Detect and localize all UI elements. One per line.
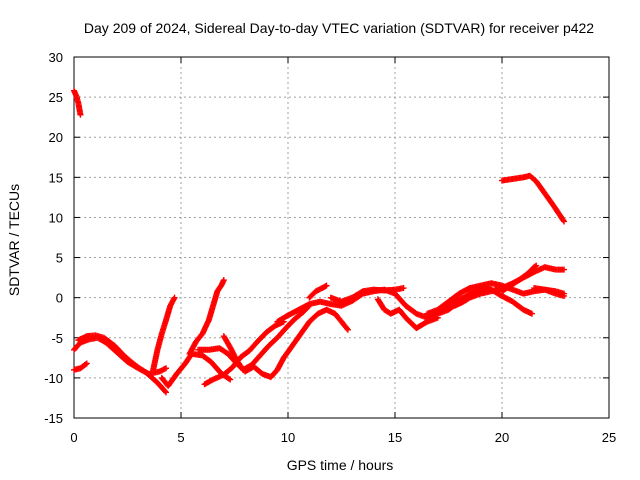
x-tick-label: 5 — [177, 430, 184, 445]
y-tick-label: -5 — [51, 331, 63, 346]
data-point — [532, 263, 539, 270]
data-point — [171, 294, 178, 301]
data-point — [227, 376, 234, 383]
series-12 — [306, 282, 330, 301]
y-tick-label: 0 — [56, 291, 63, 306]
data-point — [323, 282, 330, 289]
x-tick-label: 20 — [495, 430, 509, 445]
series-4 — [75, 332, 170, 396]
x-tick-label: 0 — [70, 430, 77, 445]
y-tick-label: -10 — [44, 371, 63, 386]
data-point — [220, 277, 227, 284]
y-tick-label: 25 — [49, 90, 63, 105]
plot-frame — [73, 56, 610, 419]
series-13 — [327, 285, 407, 305]
data-point — [561, 293, 568, 300]
series-5 — [150, 294, 178, 373]
series-18 — [499, 262, 540, 295]
series-6 — [158, 350, 234, 389]
data-marks — [71, 87, 568, 396]
y-axis-label: SDTVAR / TECUs — [6, 184, 22, 296]
data-point — [344, 325, 351, 332]
data-point — [163, 365, 170, 372]
data-point — [560, 217, 567, 224]
data-point — [434, 314, 441, 321]
data-point — [533, 262, 540, 269]
y-tick-label: 5 — [56, 251, 63, 266]
x-tick-label: 15 — [388, 430, 402, 445]
y-tick-label: 30 — [49, 50, 63, 65]
x-tick-label: 10 — [281, 430, 295, 445]
data-point — [83, 360, 90, 367]
data-point — [561, 266, 568, 273]
data-point — [77, 111, 84, 118]
y-tick-label: 15 — [49, 170, 63, 185]
series-10 — [195, 306, 351, 381]
data-point — [163, 389, 170, 396]
ticks: 0 5 10 15 20 25 -15 -10 -5 0 5 10 15 20 25 30 — [44, 50, 616, 445]
data-point — [344, 326, 351, 333]
data-point — [82, 361, 89, 368]
data-point — [528, 310, 535, 317]
series-1 — [71, 87, 84, 118]
x-axis-label: GPS time / hours — [287, 457, 394, 473]
x-tick-label: 25 — [602, 430, 616, 445]
series-20 — [499, 172, 568, 225]
series-19 — [531, 285, 568, 300]
series-14 — [374, 296, 441, 332]
data-point — [162, 388, 169, 395]
series-7 — [186, 277, 227, 357]
data-point — [225, 375, 232, 382]
series-8 — [201, 318, 287, 388]
chart-title: Day 209 of 2024, Sidereal Day-to-day VTE… — [84, 20, 594, 36]
y-tick-label: 10 — [49, 210, 63, 225]
data-point — [561, 218, 568, 225]
data-point — [400, 285, 407, 292]
y-tick-label: 20 — [49, 130, 63, 145]
y-tick-label: -15 — [44, 411, 63, 426]
series-3 — [71, 360, 90, 373]
